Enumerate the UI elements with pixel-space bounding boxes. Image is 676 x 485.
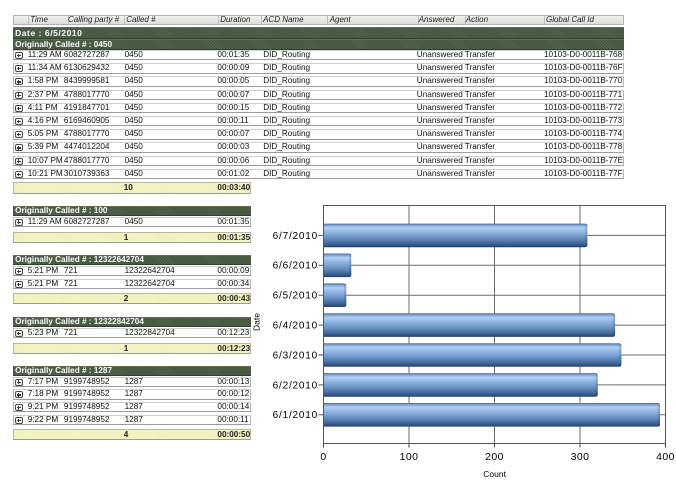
svg-text:Date: Date	[252, 313, 262, 331]
svg-text:200: 200	[485, 451, 504, 463]
svg-text:6/3/2010: 6/3/2010	[273, 350, 318, 361]
svg-text:Count: Count	[483, 469, 506, 479]
svg-text:6/1/2010: 6/1/2010	[273, 410, 318, 421]
svg-text:100: 100	[400, 451, 419, 463]
svg-text:6/5/2010: 6/5/2010	[273, 291, 318, 302]
svg-text:6/6/2010: 6/6/2010	[273, 261, 318, 272]
svg-text:300: 300	[571, 451, 590, 463]
svg-text:0: 0	[320, 451, 326, 463]
svg-text:400: 400	[656, 451, 675, 463]
svg-text:6/4/2010: 6/4/2010	[273, 321, 318, 332]
svg-text:6/2/2010: 6/2/2010	[273, 380, 318, 391]
svg-text:6/7/2010: 6/7/2010	[273, 231, 318, 242]
